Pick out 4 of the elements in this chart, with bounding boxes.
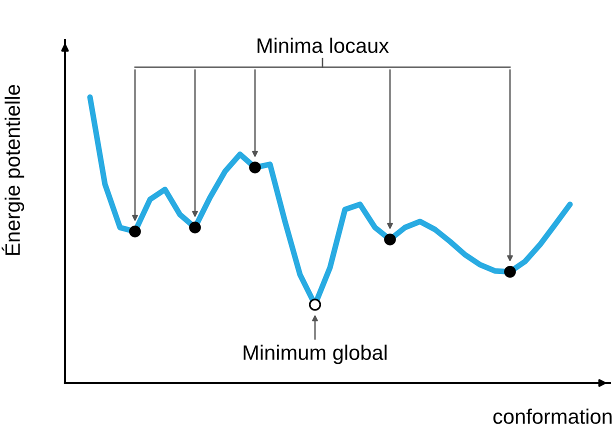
x-axis-title: conformation <box>493 408 612 424</box>
annotation: Minimum global <box>244 344 387 364</box>
text: Minima locaux <box>258 38 389 54</box>
y-axis-title: Énergie potentielle <box>2 84 24 255</box>
